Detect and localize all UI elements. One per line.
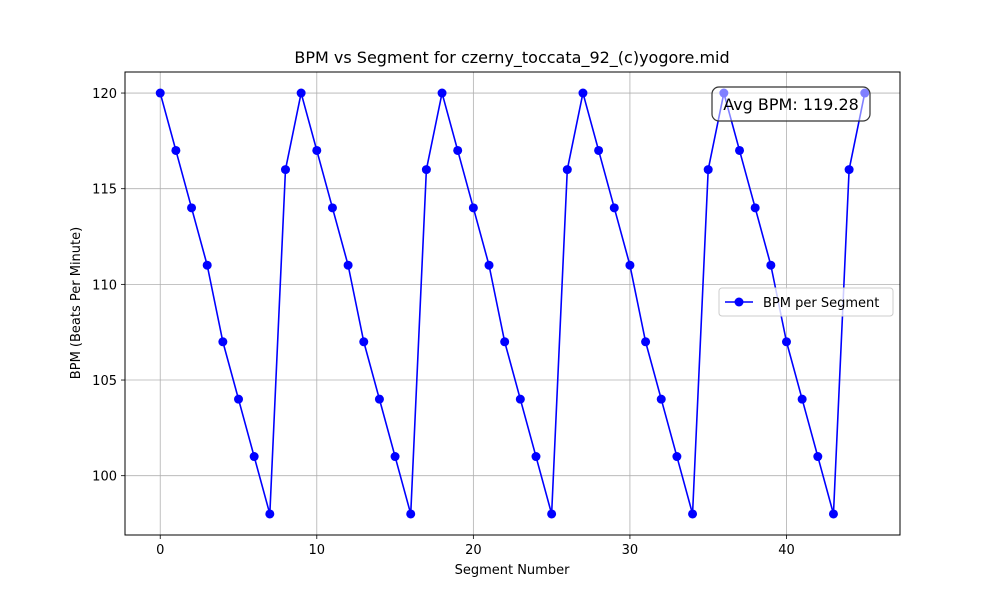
data-point [280,165,290,175]
chart-title: BPM vs Segment for czerny_toccata_92_(c)… [294,48,729,68]
data-point [797,394,807,404]
series-line [159,92,866,515]
avg-bpm-box [711,86,871,122]
data-point [453,145,463,155]
x-tick-label: 0 [156,543,164,558]
avg-bpm-annotation: Avg BPM: 119.28 [711,86,871,122]
data-point [359,337,369,347]
x-axis-label: Segment Number [455,563,571,578]
data-point [625,260,635,270]
y-tick-label: 115 [92,183,117,198]
data-point [249,452,259,462]
data-point [484,260,494,270]
x-tick-label: 30 [622,543,639,558]
data-point [766,260,776,270]
data-point [500,337,510,347]
data-point [187,203,197,213]
data-point [437,88,447,98]
data-point [609,203,619,213]
data-point [202,260,212,270]
data-point [688,509,698,519]
plot-frame [124,71,901,536]
data-point [531,452,541,462]
data-point [781,337,791,347]
legend-entry-label: BPM per Segment [763,296,879,311]
data-point [218,337,228,347]
data-point [562,165,572,175]
data-point [234,394,244,404]
data-point [327,203,337,213]
data-point [374,394,384,404]
data-point [515,394,525,404]
y-tick-label: 100 [92,470,117,485]
legend: BPM per Segment [718,287,894,317]
data-point [594,145,604,155]
data-point [813,452,823,462]
data-point [265,509,275,519]
data-point [578,88,588,98]
data-point [390,452,400,462]
legend-marker-swatch [734,297,744,307]
y-tick-label: 105 [92,374,117,389]
data-point [703,165,713,175]
y-tick-label: 120 [92,87,117,102]
x-tick-label: 10 [309,543,326,558]
data-point [547,509,557,519]
data-point [735,145,745,155]
avg-bpm-text: Avg BPM: 119.28 [723,95,859,114]
y-axis-label: BPM (Beats Per Minute) [69,227,84,379]
data-point [844,165,854,175]
y-tick-label: 110 [92,278,117,293]
data-point [421,165,431,175]
data-point [828,509,838,519]
data-point [296,88,306,98]
data-point [468,203,478,213]
x-tick-label: 40 [778,543,795,558]
data-point [672,452,682,462]
axis-ticks: 0 10 20 30 40 100 105 110 115 120 [92,87,795,558]
data-point [656,394,666,404]
data-point [343,260,353,270]
data-point [750,203,760,213]
data-point [406,509,416,519]
data-point [312,145,322,155]
data-point [155,88,165,98]
legend-box [718,287,894,317]
x-tick-label: 20 [465,543,482,558]
data-point [171,145,181,155]
data-point [641,337,651,347]
